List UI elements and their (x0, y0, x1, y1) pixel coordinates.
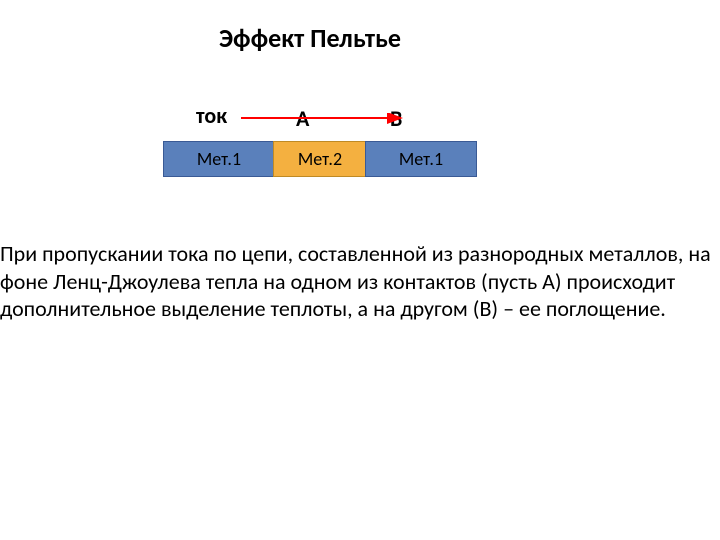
metal-boxes: Мет.1 Мет.2 Мет.1 (163, 141, 477, 177)
current-arrow (241, 113, 416, 125)
current-label: ток (196, 102, 227, 129)
metal-box-3: Мет.1 (365, 141, 477, 177)
page-title: Эффект Пельтье (0, 22, 720, 54)
body-paragraph: При пропускании тока по цепи, составленн… (0, 240, 720, 323)
title-text: Эффект Пельтье (219, 22, 401, 54)
metal-box-3-label: Мет.1 (399, 148, 443, 170)
metal-box-1: Мет.1 (163, 141, 275, 177)
metal-box-2: Мет.2 (273, 141, 367, 177)
metal-box-1-label: Мет.1 (197, 148, 241, 170)
metal-box-2-label: Мет.2 (298, 148, 342, 170)
